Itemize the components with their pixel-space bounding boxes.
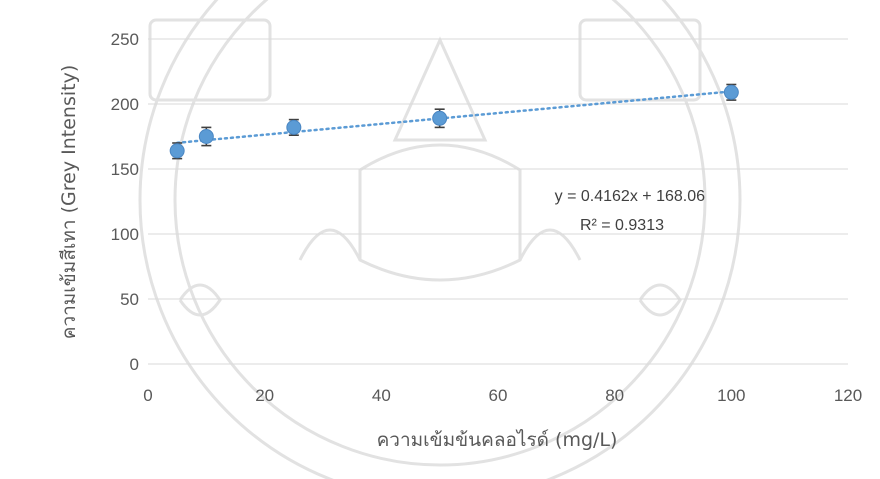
- trendline: [175, 90, 733, 145]
- trendline-group: [175, 90, 733, 145]
- y-tick-label: 250: [111, 30, 139, 49]
- x-tick-label: 0: [143, 386, 152, 405]
- y-axis-title: ความเข้มสีเทา (Grey Intensity): [58, 65, 80, 340]
- r-squared-label: R² = 0.9313: [580, 217, 664, 234]
- x-tick-label: 40: [372, 386, 391, 405]
- gridlines: [148, 38, 848, 365]
- data-point: [286, 119, 302, 135]
- y-tick-label: 150: [111, 160, 139, 179]
- x-axis-title: ความเข้มข้นคลอไรด์ (mg/L): [377, 429, 618, 451]
- y-tick-label: 50: [120, 290, 139, 309]
- y-tick-labels: 0 50 100 150 200 250: [111, 30, 139, 374]
- x-tick-label: 20: [255, 386, 274, 405]
- y-tick-label: 100: [111, 225, 139, 244]
- y-tick-label: 200: [111, 95, 139, 114]
- y-tick-label: 0: [130, 355, 139, 374]
- data-point: [169, 143, 185, 159]
- data-point: [723, 84, 739, 100]
- watermark-seal: [138, 0, 742, 479]
- data-point: [432, 110, 448, 126]
- data-point: [198, 129, 214, 144]
- data-points: [169, 84, 739, 159]
- x-tick-labels: 0 20 40 60 80 100 120: [143, 386, 862, 405]
- x-tick-label: 100: [717, 386, 745, 405]
- trendline-equation: y = 0.4162x + 168.06: [555, 188, 705, 205]
- error-bars: [172, 83, 737, 160]
- x-tick-label: 80: [605, 386, 624, 405]
- x-tick-label: 60: [489, 386, 508, 405]
- x-tick-label: 120: [834, 386, 862, 405]
